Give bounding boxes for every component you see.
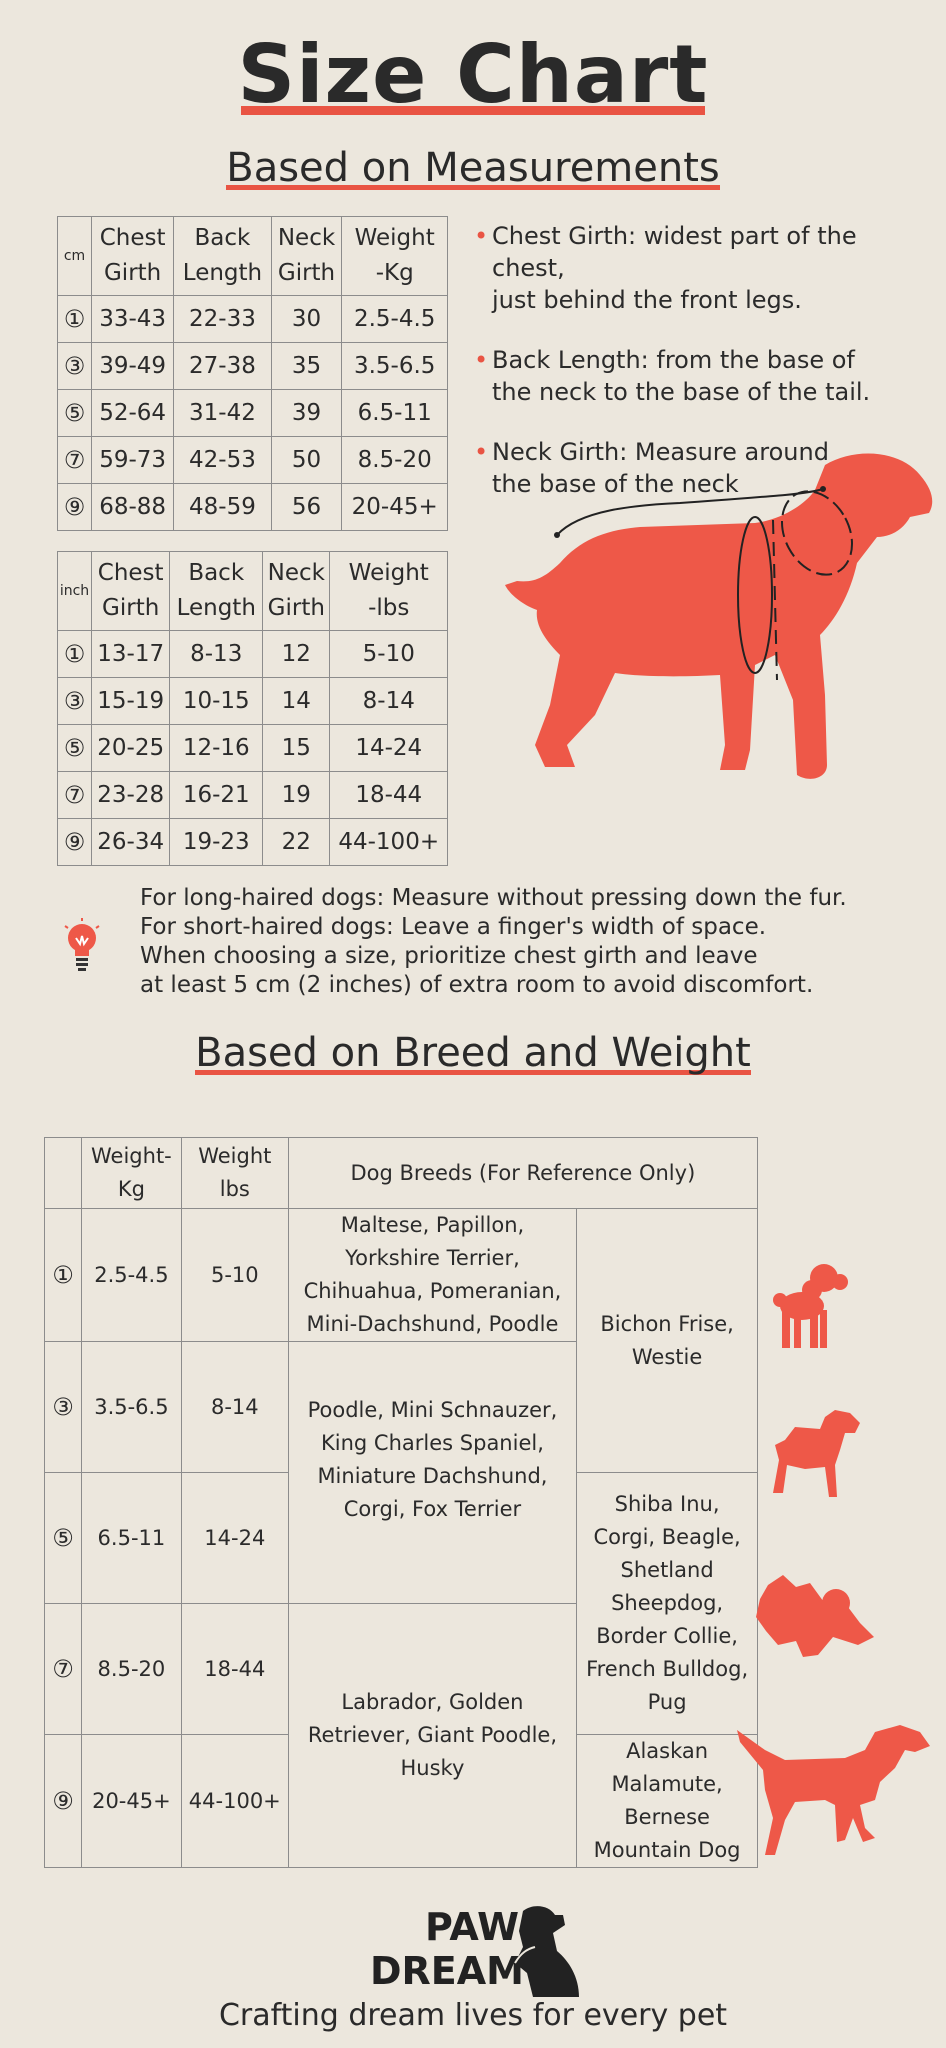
lightbulb-icon	[64, 918, 100, 971]
tips-text: For long-haired dogs: Measure without pr…	[140, 885, 847, 998]
header-neck: Neck Girth	[270, 216, 343, 296]
breed-size-table: Weight- Kg Weight lbs Dog Breeds (For Refe…	[44, 1137, 759, 1868]
table-row: ⑨ 68-88 48-59 56 20-45+	[57, 483, 448, 531]
logo-dog-icon	[514, 1906, 579, 1997]
terrier-silhouette	[773, 1410, 860, 1497]
header-chest: Chest Girth	[90, 216, 175, 296]
page-title: Size Chart	[237, 28, 709, 121]
table-row: ⑦ 23-28 16-21 19 18-44	[57, 771, 448, 819]
header-neck: Neck Girth	[262, 551, 331, 631]
table-row: ⑤ 6.5-11 14-24 Shiba Inu, Corgi, Beagle, S…	[44, 1472, 758, 1735]
breeds-small: Maltese, Papillon, Yorkshire Terrier, Chih…	[287, 1208, 578, 1342]
section-title-breed: Based on Breed and Weight	[195, 1030, 751, 1076]
table-row: ⑦ 8.5-20 18-44 Labrador, Golden Retriever…	[44, 1603, 758, 1868]
table-row: ③ 3.5-6.5 8-14 Poodle, Mini Schnauzer, Ki…	[44, 1341, 758, 1604]
header-weight-lbs: Weight lbs	[180, 1137, 289, 1209]
dog-silhouette	[505, 453, 933, 779]
header-weight: Weight -Kg	[341, 216, 448, 296]
breeds-large: Labrador, Golden Retriever, Giant Poodle,…	[287, 1603, 578, 1868]
breeds-small-medium: Poodle, Mini Schnauzer, King Charles Span…	[287, 1341, 578, 1604]
table-row: ③ 15-19 10-15 14 8-14	[57, 677, 448, 725]
note-chest: Chest Girth: widest part of the chest,ju…	[474, 220, 934, 316]
bulldog-silhouette	[756, 1575, 874, 1657]
breeds-bichon: Bichon Frise, Westie	[576, 1208, 758, 1473]
unit-cell: inch	[57, 551, 92, 631]
table-row: ⑨ 20-45+ 44-100+ Alaskan Malamute, Bernese…	[44, 1734, 758, 1868]
inch-size-table: inch Chest Girth Back Length Neck Girth Wei…	[57, 551, 448, 866]
brand-logo: PAW DREAM	[370, 1905, 524, 1993]
table-row: ⑤ 52-64 31-42 39 6.5-11	[57, 389, 448, 437]
unit-cell: cm	[57, 216, 92, 296]
header-weight: Weight -lbs	[329, 551, 448, 631]
header-back: Back Length	[173, 216, 272, 296]
header-chest: Chest Girth	[90, 551, 171, 631]
section-title-measurements: Based on Measurements	[226, 145, 720, 191]
brand-tagline: Crafting dream lives for every pet	[218, 1998, 728, 2033]
poodle-silhouette	[773, 1264, 848, 1348]
breeds-medium: Shiba Inu, Corgi, Beagle, Shetland Sheepdog…	[576, 1472, 758, 1735]
header-back: Back Length	[169, 551, 264, 631]
table-row: ③ 39-49 27-38 35 3.5-6.5	[57, 342, 448, 390]
breeds-giant: Alaskan Malamute, Bernese Mountain Dog	[576, 1734, 758, 1868]
table-row: ⑦ 59-73 42-53 50 8.5-20	[57, 436, 448, 484]
header-weight-kg: Weight- Kg	[80, 1137, 182, 1209]
table-row: ① 2.5-4.5 5-10 Maltese, Papillon, Yorkshi…	[44, 1208, 758, 1473]
table-row: ⑤ 20-25 12-16 15 14-24	[57, 724, 448, 772]
table-row: ⑨ 26-34 19-23 22 44-100+	[57, 818, 448, 866]
measurement-notes: Chest Girth: widest part of the chest,ju…	[474, 220, 934, 528]
pointer-silhouette	[737, 1725, 930, 1855]
table-row: ① 33-43 22-33 30 2.5-4.5	[57, 295, 448, 343]
header-dog-breeds: Dog Breeds (For Reference Only)	[287, 1137, 759, 1209]
cm-size-table: cm Chest Girth Back Length Neck Girth Weigh…	[57, 216, 448, 531]
table-row: ① 13-17 8-13 12 5-10	[57, 630, 448, 678]
